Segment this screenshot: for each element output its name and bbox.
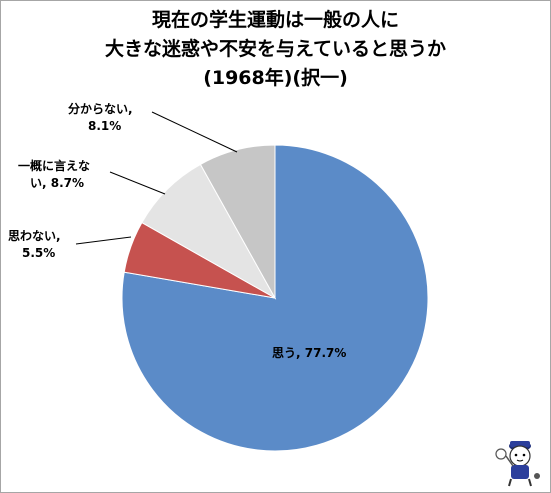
- label-name-wakaranai: 分からない: [68, 102, 129, 116]
- label-pct-ichigai: 8.7%: [50, 176, 85, 190]
- label-pct-wakaranai: 8.1%: [88, 119, 122, 133]
- label-sep-ichigai: ,: [42, 176, 51, 190]
- slice-wakaranai: [199, 144, 276, 300]
- cat-mascot-icon: [495, 441, 540, 487]
- leader-line-omowanai: [75, 236, 132, 245]
- data-label-wakaranai: 分からない, 8.1%: [68, 101, 133, 135]
- label-name2-ichigai: い: [30, 176, 43, 190]
- label-pct-omowanai: 5.5%: [22, 246, 56, 260]
- label-sep-omou: ,: [296, 346, 305, 360]
- title-line-1: 現在の学生運動は一般の人に: [151, 9, 399, 31]
- label-name-ichigai: 一概に言えな: [18, 159, 91, 173]
- data-label-omou: 思う, 77.7%: [272, 345, 346, 362]
- label-pct-omou: 77.7%: [304, 346, 347, 360]
- leader-line-wakaranai: [151, 111, 238, 153]
- data-label-ichigai: 一概に言えな い, 8.7%: [18, 158, 90, 192]
- label-sep-wakaranai: ,: [128, 102, 133, 116]
- chart-title: 現在の学生運動は一般の人に 大きな迷惑や不安を与えていると思うか (1968年)…: [0, 6, 551, 93]
- title-line-2: 大きな迷惑や不安を与えていると思うか: [104, 38, 447, 60]
- label-name-omowanai: 思わない: [8, 229, 57, 243]
- data-label-omowanai: 思わない, 5.5%: [8, 228, 61, 262]
- leader-line-ichigai: [109, 171, 166, 195]
- slice-omou: [121, 144, 429, 452]
- label-sep-omowanai: ,: [56, 229, 61, 243]
- label-name-omou: 思う: [272, 346, 297, 360]
- slice-ichigai: [141, 163, 277, 300]
- title-line-3: (1968年)(択一): [203, 67, 348, 89]
